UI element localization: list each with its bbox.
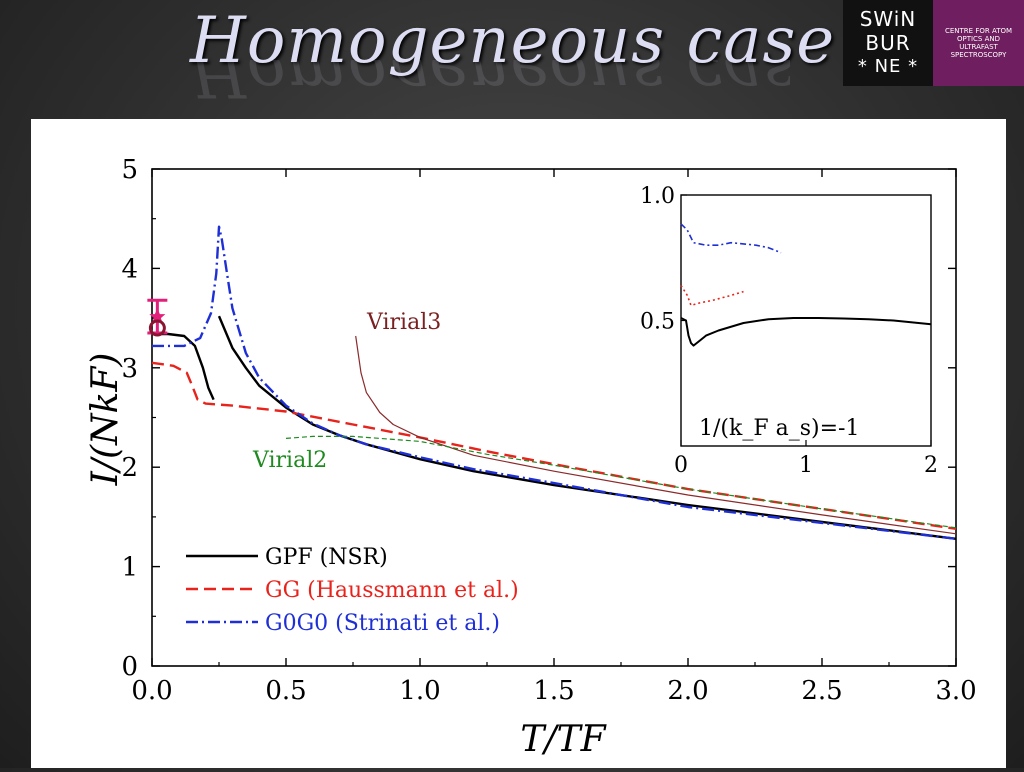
- inset-x-tick-label: 2: [924, 453, 938, 478]
- inset-series-gg-haussmann-et-al: [680, 284, 744, 307]
- series-line-gpf-nsr-low-t: [152, 332, 215, 401]
- inset-y-tick-label: 1.0: [640, 184, 675, 209]
- main-chart: 0.0 0.5 1.0 1.5 2.0 2.5 3.0 0 1 2 3 4 5 Virial3 Viri…: [85, 155, 977, 760]
- circle-marker: [148, 319, 166, 337]
- inset-label: 1/(k_F a_s)=-1: [699, 416, 859, 441]
- legend: GPF (NSR) GG (Haussmann et al.) G0G0 (Stri…: [186, 545, 519, 636]
- experiment-marker: [147, 298, 168, 337]
- x-tick-label: 0.5: [265, 676, 306, 706]
- x-tick-label: 2.0: [667, 676, 708, 706]
- y-tick-label: 5: [121, 155, 138, 185]
- logo-line1: SWiN: [859, 7, 917, 31]
- slide-title-reflection: Homogeneous case: [190, 60, 790, 110]
- logo-line2: BUR: [865, 31, 911, 55]
- y-tick-label: 4: [121, 254, 138, 284]
- logo-wordmark: SWiN BUR * NE *: [843, 0, 933, 86]
- x-tick-label: 0.0: [131, 676, 172, 706]
- inset-series-gpf-nsr: [680, 317, 932, 347]
- legend-label-gg: GG (Haussmann et al.): [265, 578, 519, 603]
- legend-label-g0g0: G0G0 (Strinati et al.): [265, 611, 500, 636]
- logo-line3: * NE *: [857, 56, 919, 77]
- inset-series-g0g0-strinati-et-al: [680, 223, 782, 254]
- legend-label-gpf: GPF (NSR): [265, 545, 388, 570]
- y-tick-label: 3: [121, 354, 138, 384]
- inset-y-tick-label: 0.5: [640, 310, 675, 335]
- x-tick-label: 1.5: [533, 676, 574, 706]
- y-axis-title: I/(NkF): [85, 353, 126, 487]
- slide-title: Homogeneous case: [190, 4, 836, 78]
- chart-panel: 0.0 0.5 1.0 1.5 2.0 2.5 3.0 0 1 2 3 4 5 Virial3 Viri…: [31, 119, 1006, 768]
- y-tick-label: 1: [121, 553, 138, 583]
- main-labels: Virial3 Virial2: [252, 310, 441, 473]
- series-line-virial3: [355, 335, 957, 535]
- star-marker: [149, 308, 166, 325]
- inset-plot: 0 1 2 0.5 1.0 1/(k_F a_s)=-1: [640, 184, 938, 478]
- y-tick-label: 2: [121, 453, 138, 483]
- annotation-virial2: Virial2: [252, 448, 327, 473]
- x-axis-title: T/TF: [520, 719, 607, 760]
- x-tick-label: 2.5: [801, 676, 842, 706]
- main-plot-area: 0.0 0.5 1.0 1.5 2.0 2.5 3.0 0 1 2 3 4 5: [121, 155, 976, 706]
- swinburne-logo: SWiN BUR * NE * CENTRE FOR ATOM OPTICS A…: [843, 0, 1024, 86]
- axis-titles: T/TF I/(NkF): [85, 353, 608, 760]
- annotation-virial3: Virial3: [366, 310, 441, 335]
- x-tick-label: 3.0: [935, 676, 976, 706]
- y-tick-label: 0: [121, 652, 138, 682]
- x-tick-label: 1.0: [399, 676, 440, 706]
- series-line-g0g0-strinati-et-al: [152, 225, 957, 540]
- inset-x-tick-label: 0: [674, 453, 688, 478]
- inset-x-tick-label: 1: [799, 453, 813, 478]
- series-line-gg-haussmann-et-al: [151, 361, 957, 530]
- logo-subtitle: CENTRE FOR ATOM OPTICS AND ULTRAFAST SPE…: [933, 0, 1024, 86]
- series-line-virial2: [285, 435, 957, 529]
